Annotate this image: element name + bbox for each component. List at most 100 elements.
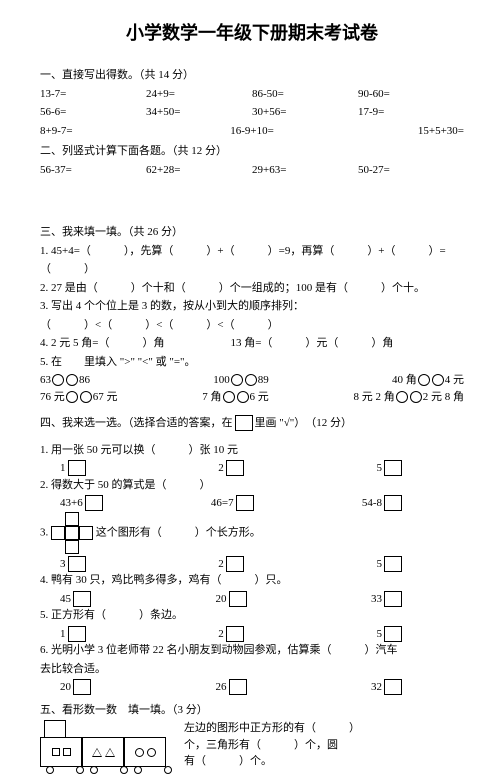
wheel-icon	[134, 766, 142, 774]
blank-circle	[223, 391, 235, 403]
s4-q1: 1. 用一张 50 元可以换（ ）张 10 元	[40, 442, 464, 459]
wheels	[84, 766, 128, 774]
blank-circle	[80, 391, 92, 403]
train-car	[40, 737, 82, 767]
option: 3	[60, 556, 88, 573]
expr: 90-60=	[358, 86, 464, 103]
num: 6 元	[250, 389, 269, 406]
cross-shape	[51, 512, 93, 554]
circle-icon	[135, 748, 144, 757]
s3-q3a: 3. 写出 4 个个位上是 3 的数，按从小到大的顺序排列：	[40, 298, 464, 315]
section-3: 三、我来填一填。（共 26 分） 1. 45+4=（ ），先算（ ）+（ ）=9…	[40, 224, 464, 405]
square-icon	[52, 748, 60, 756]
option: 2	[218, 460, 246, 477]
blank-circle	[52, 374, 64, 386]
s1-head: 一、直接写出得数。（共 14 分）	[40, 67, 464, 84]
s4-q6a: 6. 光明小学 3 位老师带 22 名小朋友到动物园参观，估算乘（ ）汽车	[40, 642, 464, 659]
answer-box	[68, 556, 86, 572]
answer-box	[226, 460, 244, 476]
triangle-icon	[105, 748, 115, 757]
s5-line: 个，三角形有（ ）个，圆	[184, 737, 360, 754]
opt-label: 2	[218, 628, 224, 640]
opt-label: 33	[371, 593, 382, 605]
answer-box	[73, 679, 91, 695]
answer-box	[226, 626, 244, 642]
opt-label: 54-8	[362, 497, 382, 509]
s5-line: 有（ ）个。	[184, 753, 360, 770]
num: 76 元	[40, 389, 65, 406]
train-cab	[44, 720, 66, 738]
s5-text: 左边的图形中正方形的有（ ） 个，三角形有（ ）个，圆 有（ ）个。	[184, 720, 360, 770]
opt-label: 32	[371, 681, 382, 693]
num: 2 元 8 角	[423, 389, 464, 406]
square-icon	[63, 748, 71, 756]
compare-pair: 100 89	[213, 372, 269, 389]
train-car	[82, 737, 124, 767]
compare-pair: 7 角 6 元	[202, 389, 269, 406]
answer-box	[68, 626, 86, 642]
option: 2	[218, 556, 246, 573]
opt-label: 46=7	[211, 497, 234, 509]
s3-q5h: 5. 在 里填入 ">" "<" 或 "="。	[40, 354, 464, 371]
blank-circle	[245, 374, 257, 386]
opt-label: 43+6	[60, 497, 83, 509]
option: 5	[377, 460, 405, 477]
train-figure	[40, 720, 172, 774]
wheel-icon	[76, 766, 84, 774]
option: 20	[60, 679, 93, 696]
answer-box	[229, 679, 247, 695]
answer-box	[236, 495, 254, 511]
expr: 15+5+30=	[323, 123, 464, 140]
num: 89	[258, 372, 269, 389]
wheel-icon	[46, 766, 54, 774]
expr: 30+56=	[252, 104, 358, 121]
wheel-icon	[90, 766, 98, 774]
option: 20	[216, 591, 249, 608]
num: 63	[40, 372, 51, 389]
blank-circle	[418, 374, 430, 386]
option: 26	[216, 679, 249, 696]
expr: 34+50=	[146, 104, 252, 121]
num: 100	[213, 372, 230, 389]
expr: 50-27=	[358, 162, 464, 179]
compare-pair: 76 元67 元	[40, 389, 118, 406]
s3-q5-row-a: 6386 10089 40 角4 元	[40, 372, 464, 389]
answer-box	[235, 415, 253, 431]
compare-pair: 63 86	[40, 372, 90, 389]
s4-q2: 2. 得数大于 50 的算式是（ ）	[40, 477, 464, 494]
num: 86	[79, 372, 90, 389]
wheel-icon	[120, 766, 128, 774]
answer-box	[384, 591, 402, 607]
opt-label: 20	[216, 593, 227, 605]
option: 1	[60, 626, 88, 643]
opt-label: 3	[60, 558, 66, 570]
section-5: 五、看形数一数 填一填。（3 分） 左边的图形中正方形的有（ ） 个，三角形有（…	[40, 702, 464, 774]
option: 46=7	[211, 495, 256, 512]
option: 5	[377, 626, 405, 643]
s4-q2-opts: 43+6 46=7 54-8	[40, 495, 464, 512]
s3-q1a: 1. 45+4=（ ），先算（ ）+（ ）=9，再算（ ）+（ ）=	[40, 243, 464, 260]
opt-label: 2	[218, 558, 224, 570]
blank-circle	[231, 374, 243, 386]
s2-row1: 56-37= 62+28= 29+63= 50-27=	[40, 162, 464, 179]
expr: 24+9=	[146, 86, 252, 103]
answer-box	[384, 556, 402, 572]
expr: 62+28=	[146, 162, 252, 179]
option: 43+6	[60, 495, 105, 512]
s4-q5: 5. 正方形有（ ）条边。	[40, 607, 464, 624]
num: 7 角	[202, 389, 221, 406]
s3-q3b: （ ）<（ ）<（ ）<（ ）	[40, 317, 464, 334]
s4-q5-opts: 1 2 5	[40, 626, 464, 643]
answer-box	[68, 460, 86, 476]
num: 4 元	[445, 372, 464, 389]
option: 54-8	[362, 495, 404, 512]
option: 2	[218, 626, 246, 643]
s1-row1: 13-7= 24+9= 86-50= 90-60=	[40, 86, 464, 103]
blank-circle	[410, 391, 422, 403]
s3-q4: 4. 2 元 5 角=（ ）角 13 角=（ ）元（ ）角	[40, 335, 464, 352]
option: 5	[377, 556, 405, 573]
wheels	[128, 766, 172, 774]
opt-label: 5	[377, 558, 383, 570]
option: 33	[371, 591, 404, 608]
circle-icon	[147, 748, 156, 757]
